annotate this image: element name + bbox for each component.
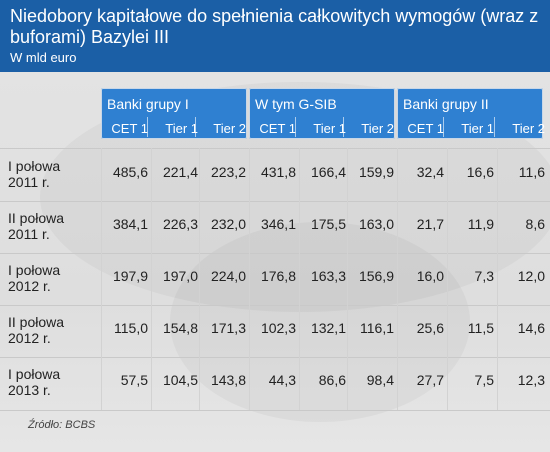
column-divider (101, 148, 102, 410)
table-cell: 175,5 (310, 216, 346, 232)
row-label: 2011 r. (8, 226, 50, 242)
table-cell: 346,1 (260, 216, 296, 232)
chart-subtitle: W mld euro (10, 50, 77, 65)
table-cell: 115,0 (114, 320, 148, 336)
table-cell: 116,1 (360, 320, 394, 336)
group-header-label: Banki grupy I (107, 96, 189, 112)
table-cell: 11,5 (467, 320, 494, 336)
column-divider (199, 148, 200, 410)
table-cell: 11,9 (467, 216, 494, 232)
table-cell: 159,9 (358, 164, 394, 180)
row-label: 2012 r. (8, 278, 51, 294)
table-cell: 171,3 (210, 320, 246, 336)
row-divider (0, 410, 550, 411)
row-divider (0, 305, 550, 306)
column-divider (347, 148, 348, 410)
table-cell: 12,3 (517, 372, 545, 388)
table-cell: 98,4 (366, 372, 394, 388)
row-label: 2013 r. (8, 382, 51, 398)
chart-title: Niedobory kapitałowe do spełnienia całko… (10, 6, 539, 47)
header-divider (147, 117, 148, 137)
table-cell: 431,8 (260, 164, 296, 180)
header-divider (443, 117, 444, 137)
column-header: CET 1 (259, 121, 296, 136)
column-header: Tier 1 (313, 121, 346, 136)
header-divider (195, 117, 196, 137)
table-cell: 223,2 (210, 164, 246, 180)
column-header: Tier 1 (165, 121, 198, 136)
row-label: 2011 r. (8, 174, 50, 190)
row-label: II połowa (8, 210, 65, 226)
column-header: Tier 2 (361, 121, 394, 136)
table-cell: 163,3 (310, 268, 346, 284)
table-cell: 32,4 (416, 164, 444, 180)
column-divider (397, 148, 398, 410)
column-header: Tier 1 (461, 121, 494, 136)
table-cell: 21,7 (416, 216, 444, 232)
row-divider (0, 357, 550, 358)
table-cell: 132,1 (310, 320, 346, 336)
group-header-box (101, 88, 247, 139)
watermark-shape (170, 222, 470, 422)
title-bar: Niedobory kapitałowe do spełnienia całko… (0, 0, 550, 72)
column-divider (299, 148, 300, 410)
row-divider (0, 253, 550, 254)
header-divider (343, 117, 344, 137)
group-header-label: W tym G-SIB (255, 96, 337, 112)
column-header: Tier 2 (512, 121, 545, 136)
table-cell: 8,6 (525, 216, 545, 232)
table-cell: 104,5 (162, 372, 198, 388)
group-header-box (397, 88, 543, 139)
table-cell: 14,6 (517, 320, 545, 336)
column-divider (447, 148, 448, 410)
row-label: I połowa (8, 366, 61, 382)
table-cell: 197,9 (112, 268, 148, 284)
table-cell: 16,6 (466, 164, 494, 180)
table-cell: 163,0 (358, 216, 394, 232)
header-divider (295, 117, 296, 137)
table-cell: 197,0 (162, 268, 198, 284)
row-label: 2012 r. (8, 330, 51, 346)
row-label: I połowa (8, 262, 61, 278)
table-cell: 7,3 (474, 268, 494, 284)
row-label: I połowa (8, 158, 61, 174)
row-divider (0, 148, 550, 149)
column-header: CET 1 (111, 121, 148, 136)
table-cell: 27,7 (416, 372, 444, 388)
table-cell: 384,1 (112, 216, 148, 232)
table-cell: 156,9 (358, 268, 394, 284)
table-cell: 16,0 (416, 268, 444, 284)
table-cell: 11,6 (518, 164, 545, 180)
table-cell: 102,3 (260, 320, 296, 336)
table-cell: 154,8 (162, 320, 198, 336)
row-divider (0, 201, 550, 202)
table-cell: 166,4 (310, 164, 346, 180)
table-cell: 143,8 (210, 372, 246, 388)
table-cell: 44,3 (268, 372, 296, 388)
group-header-label: Banki grupy II (403, 96, 489, 112)
table-cell: 12,0 (517, 268, 545, 284)
table-cell: 7,5 (474, 372, 494, 388)
table-cell: 485,6 (112, 164, 148, 180)
table-cell: 232,0 (210, 216, 246, 232)
column-divider (497, 148, 498, 410)
table-cell: 224,0 (210, 268, 246, 284)
row-label: II połowa (8, 314, 65, 330)
table-cell: 57,5 (120, 372, 148, 388)
table-cell: 226,3 (162, 216, 198, 232)
column-divider (151, 148, 152, 410)
table-cell: 221,4 (162, 164, 198, 180)
group-header-box (249, 88, 395, 139)
source-note: Źródło: BCBS (28, 419, 96, 431)
table-cell: 25,6 (416, 320, 444, 336)
table-cell: 176,8 (260, 268, 296, 284)
column-header: CET 1 (407, 121, 444, 136)
header-divider (494, 117, 495, 137)
table-cell: 86,6 (318, 372, 346, 388)
column-divider (249, 148, 250, 410)
column-header: Tier 2 (213, 121, 246, 136)
